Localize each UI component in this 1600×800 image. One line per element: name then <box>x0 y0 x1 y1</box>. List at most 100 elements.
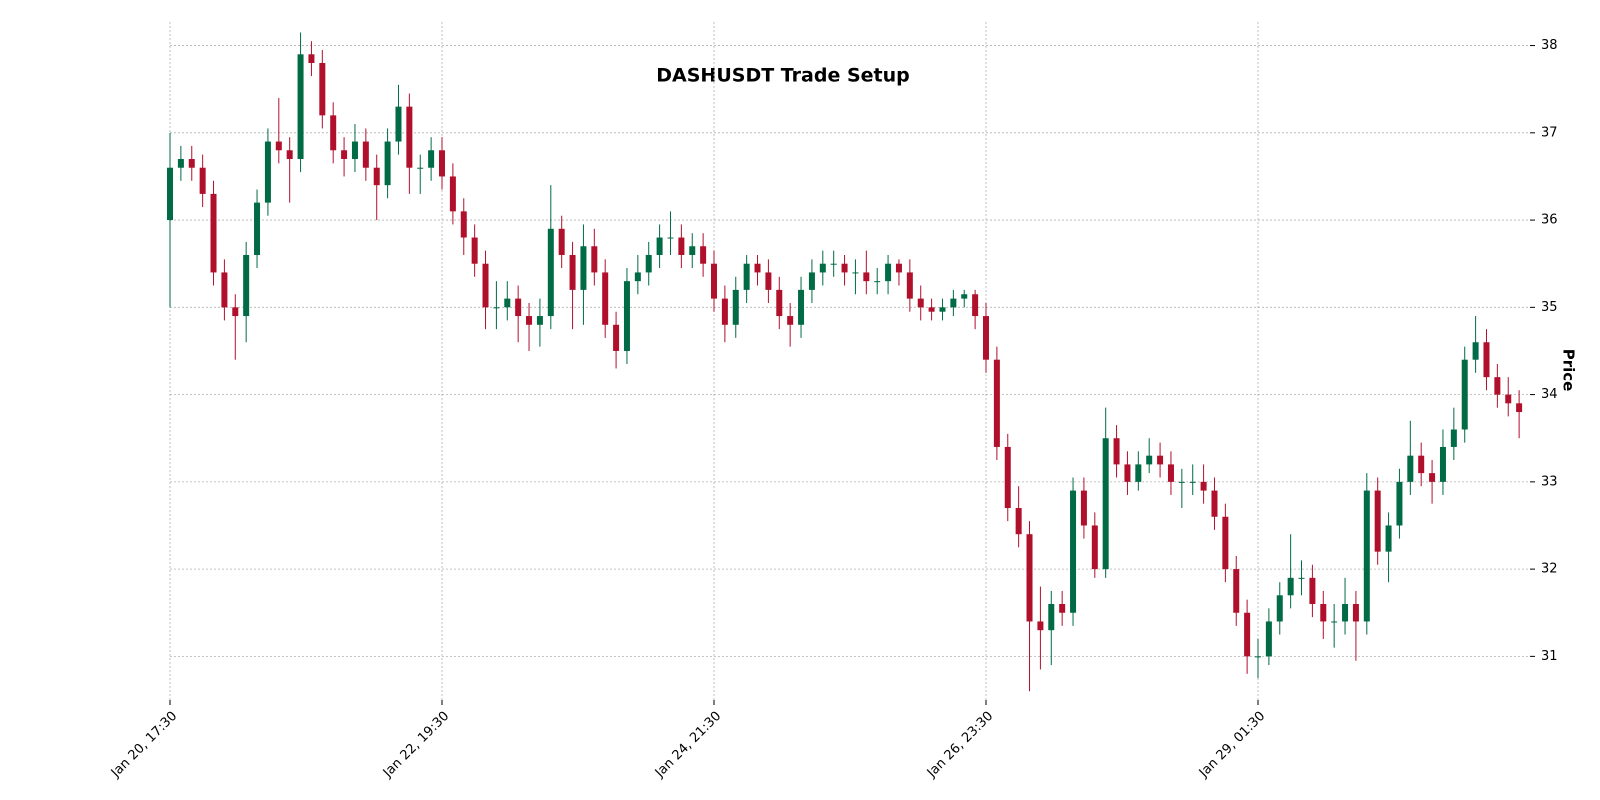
candle-body <box>1255 656 1261 658</box>
candle-body <box>1015 508 1022 535</box>
candle-body <box>1374 490 1381 552</box>
candle-body <box>863 272 870 282</box>
candle-body <box>634 272 641 282</box>
candle-body <box>928 307 935 312</box>
candle-body <box>439 150 445 177</box>
candle-body <box>1102 438 1109 570</box>
candle-body <box>721 298 728 325</box>
candle-body <box>1472 342 1479 360</box>
x-tick-label: Jan 29, 01:30 <box>1196 709 1268 781</box>
candle-body <box>319 63 326 116</box>
candle-body <box>678 237 685 255</box>
candle-body <box>341 150 348 159</box>
candle-body <box>711 263 717 299</box>
x-tick-label: Jan 24, 21:30 <box>652 709 724 781</box>
candle-body <box>1059 604 1066 613</box>
candle-body <box>221 272 228 308</box>
candle-body <box>885 263 892 282</box>
candle-body <box>1200 481 1207 491</box>
candle-body <box>1450 429 1457 447</box>
candle-body <box>689 246 696 255</box>
candle-body <box>297 54 304 159</box>
candle-body <box>515 298 522 317</box>
candle-body <box>362 141 369 168</box>
candle-body <box>1080 490 1087 526</box>
candle-body <box>330 115 337 151</box>
candle-body <box>1516 403 1523 413</box>
candle-body <box>417 167 424 169</box>
candle-body <box>1189 481 1196 483</box>
y-tick-label: 35 <box>1541 300 1558 315</box>
candle-body <box>275 141 282 151</box>
candle-body <box>188 158 195 168</box>
candle-body <box>645 254 652 273</box>
candle-body <box>1331 621 1338 623</box>
candle-body <box>406 106 413 168</box>
candle-body <box>1026 534 1033 622</box>
candle-body <box>1418 455 1425 474</box>
candle-body <box>1211 490 1218 517</box>
candle-body <box>536 316 543 325</box>
y-tick-label: 36 <box>1541 213 1558 228</box>
y-tick-label: 31 <box>1541 649 1558 664</box>
candle-body <box>623 281 630 351</box>
candle-body <box>199 167 206 194</box>
candle-body <box>852 272 859 274</box>
candle-body <box>895 263 902 273</box>
candle-body <box>1167 464 1174 482</box>
candle-body <box>776 289 783 317</box>
candle-body <box>1439 446 1446 482</box>
candle-body <box>950 298 957 308</box>
candle-body <box>1505 394 1512 404</box>
candle-body <box>428 150 435 168</box>
candle-body <box>1494 377 1501 395</box>
candle-body <box>917 298 924 308</box>
candle-body <box>1407 455 1414 482</box>
candle-body <box>351 141 358 159</box>
candle-body <box>1004 446 1011 509</box>
candle-body <box>1157 455 1164 465</box>
candle-body <box>656 237 663 255</box>
candle-body <box>1048 604 1055 631</box>
candle-body <box>373 167 380 186</box>
candle-body <box>1233 569 1240 613</box>
candle-body <box>493 307 500 309</box>
x-tick-label: Jan 26, 23:30 <box>924 709 996 781</box>
candle-body <box>1146 455 1153 465</box>
candle-body <box>819 263 826 273</box>
candle-body <box>1222 516 1229 570</box>
candle-body <box>243 254 250 317</box>
candle-body <box>1244 612 1251 657</box>
candle-body <box>732 289 739 325</box>
candle-body <box>558 228 565 255</box>
x-tick-label: Jan 22, 19:30 <box>380 709 452 781</box>
candle-body <box>906 272 913 299</box>
candle-body <box>167 167 173 221</box>
candle-body <box>1178 481 1185 483</box>
candle-body <box>1135 464 1142 482</box>
candle-body <box>1070 490 1077 613</box>
candle-body <box>547 228 554 317</box>
candle-body <box>983 316 989 360</box>
candle-body <box>1091 525 1098 570</box>
candle-body <box>1298 577 1305 579</box>
candle-body <box>449 176 456 212</box>
candle-body <box>1396 481 1403 526</box>
candle-body <box>961 294 968 299</box>
candle-body <box>254 202 261 255</box>
candle-body <box>1265 621 1272 657</box>
candle-body <box>1342 604 1349 622</box>
candle-body <box>210 193 217 273</box>
x-tick-label: Jan 20, 17:30 <box>108 709 180 781</box>
candle-body <box>798 289 805 325</box>
candle-body <box>471 237 478 264</box>
candle-body <box>765 272 772 290</box>
candle-body <box>482 263 489 308</box>
candle-body <box>1320 604 1327 622</box>
candle-body <box>1461 359 1468 430</box>
candle-body <box>667 237 674 239</box>
candle-body <box>504 298 511 308</box>
chart-title: DASHUSDT Trade Setup <box>656 65 909 87</box>
candle-body <box>460 211 467 238</box>
